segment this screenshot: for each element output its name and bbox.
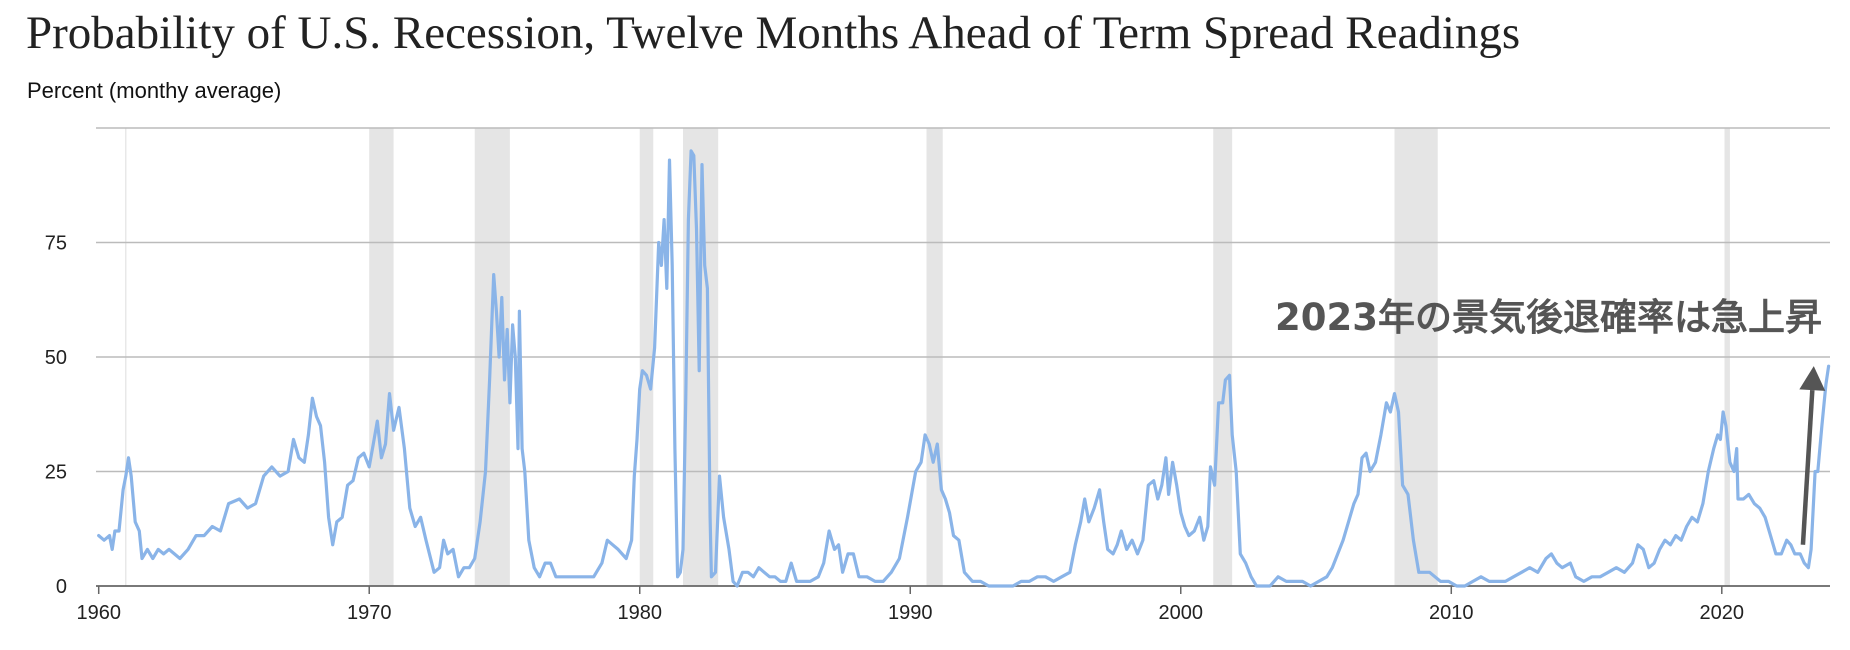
y-tick-label-75: 75	[45, 233, 67, 255]
x-ticks: 1960 1970 1980 1990 2000 2010 2020	[76, 586, 1744, 624]
chart-title: Probability of U.S. Recession, Twelve Mo…	[26, 7, 1521, 59]
annotation-text: 2023年の景気後退確率は急上昇	[1275, 296, 1822, 339]
x-tick-label-1980: 1980	[617, 602, 662, 624]
x-tick-label-2000: 2000	[1159, 602, 1204, 624]
annotation: 2023年の景気後退確率は急上昇	[1275, 296, 1826, 545]
y-axis-label: Percent (monthy average)	[27, 78, 282, 103]
series-line-recession-probability	[97, 149, 1831, 588]
x-tick-label-1960: 1960	[76, 602, 121, 624]
x-tick-label-2020: 2020	[1700, 602, 1745, 624]
y-tick-label-0: 0	[56, 576, 67, 598]
x-tick-label-1970: 1970	[347, 602, 392, 624]
y-tick-labels: 0 25 50 75	[45, 233, 67, 599]
y-tick-label-25: 25	[45, 462, 67, 484]
y-tick-label-50: 50	[45, 347, 67, 369]
x-tick-label-1990: 1990	[888, 602, 933, 624]
annotation-arrow-head-icon	[1799, 366, 1826, 391]
horizontal-gridlines	[96, 127, 1830, 587]
annotation-arrow-shaft	[1800, 389, 1815, 545]
x-tick-label-2010: 2010	[1429, 602, 1474, 624]
